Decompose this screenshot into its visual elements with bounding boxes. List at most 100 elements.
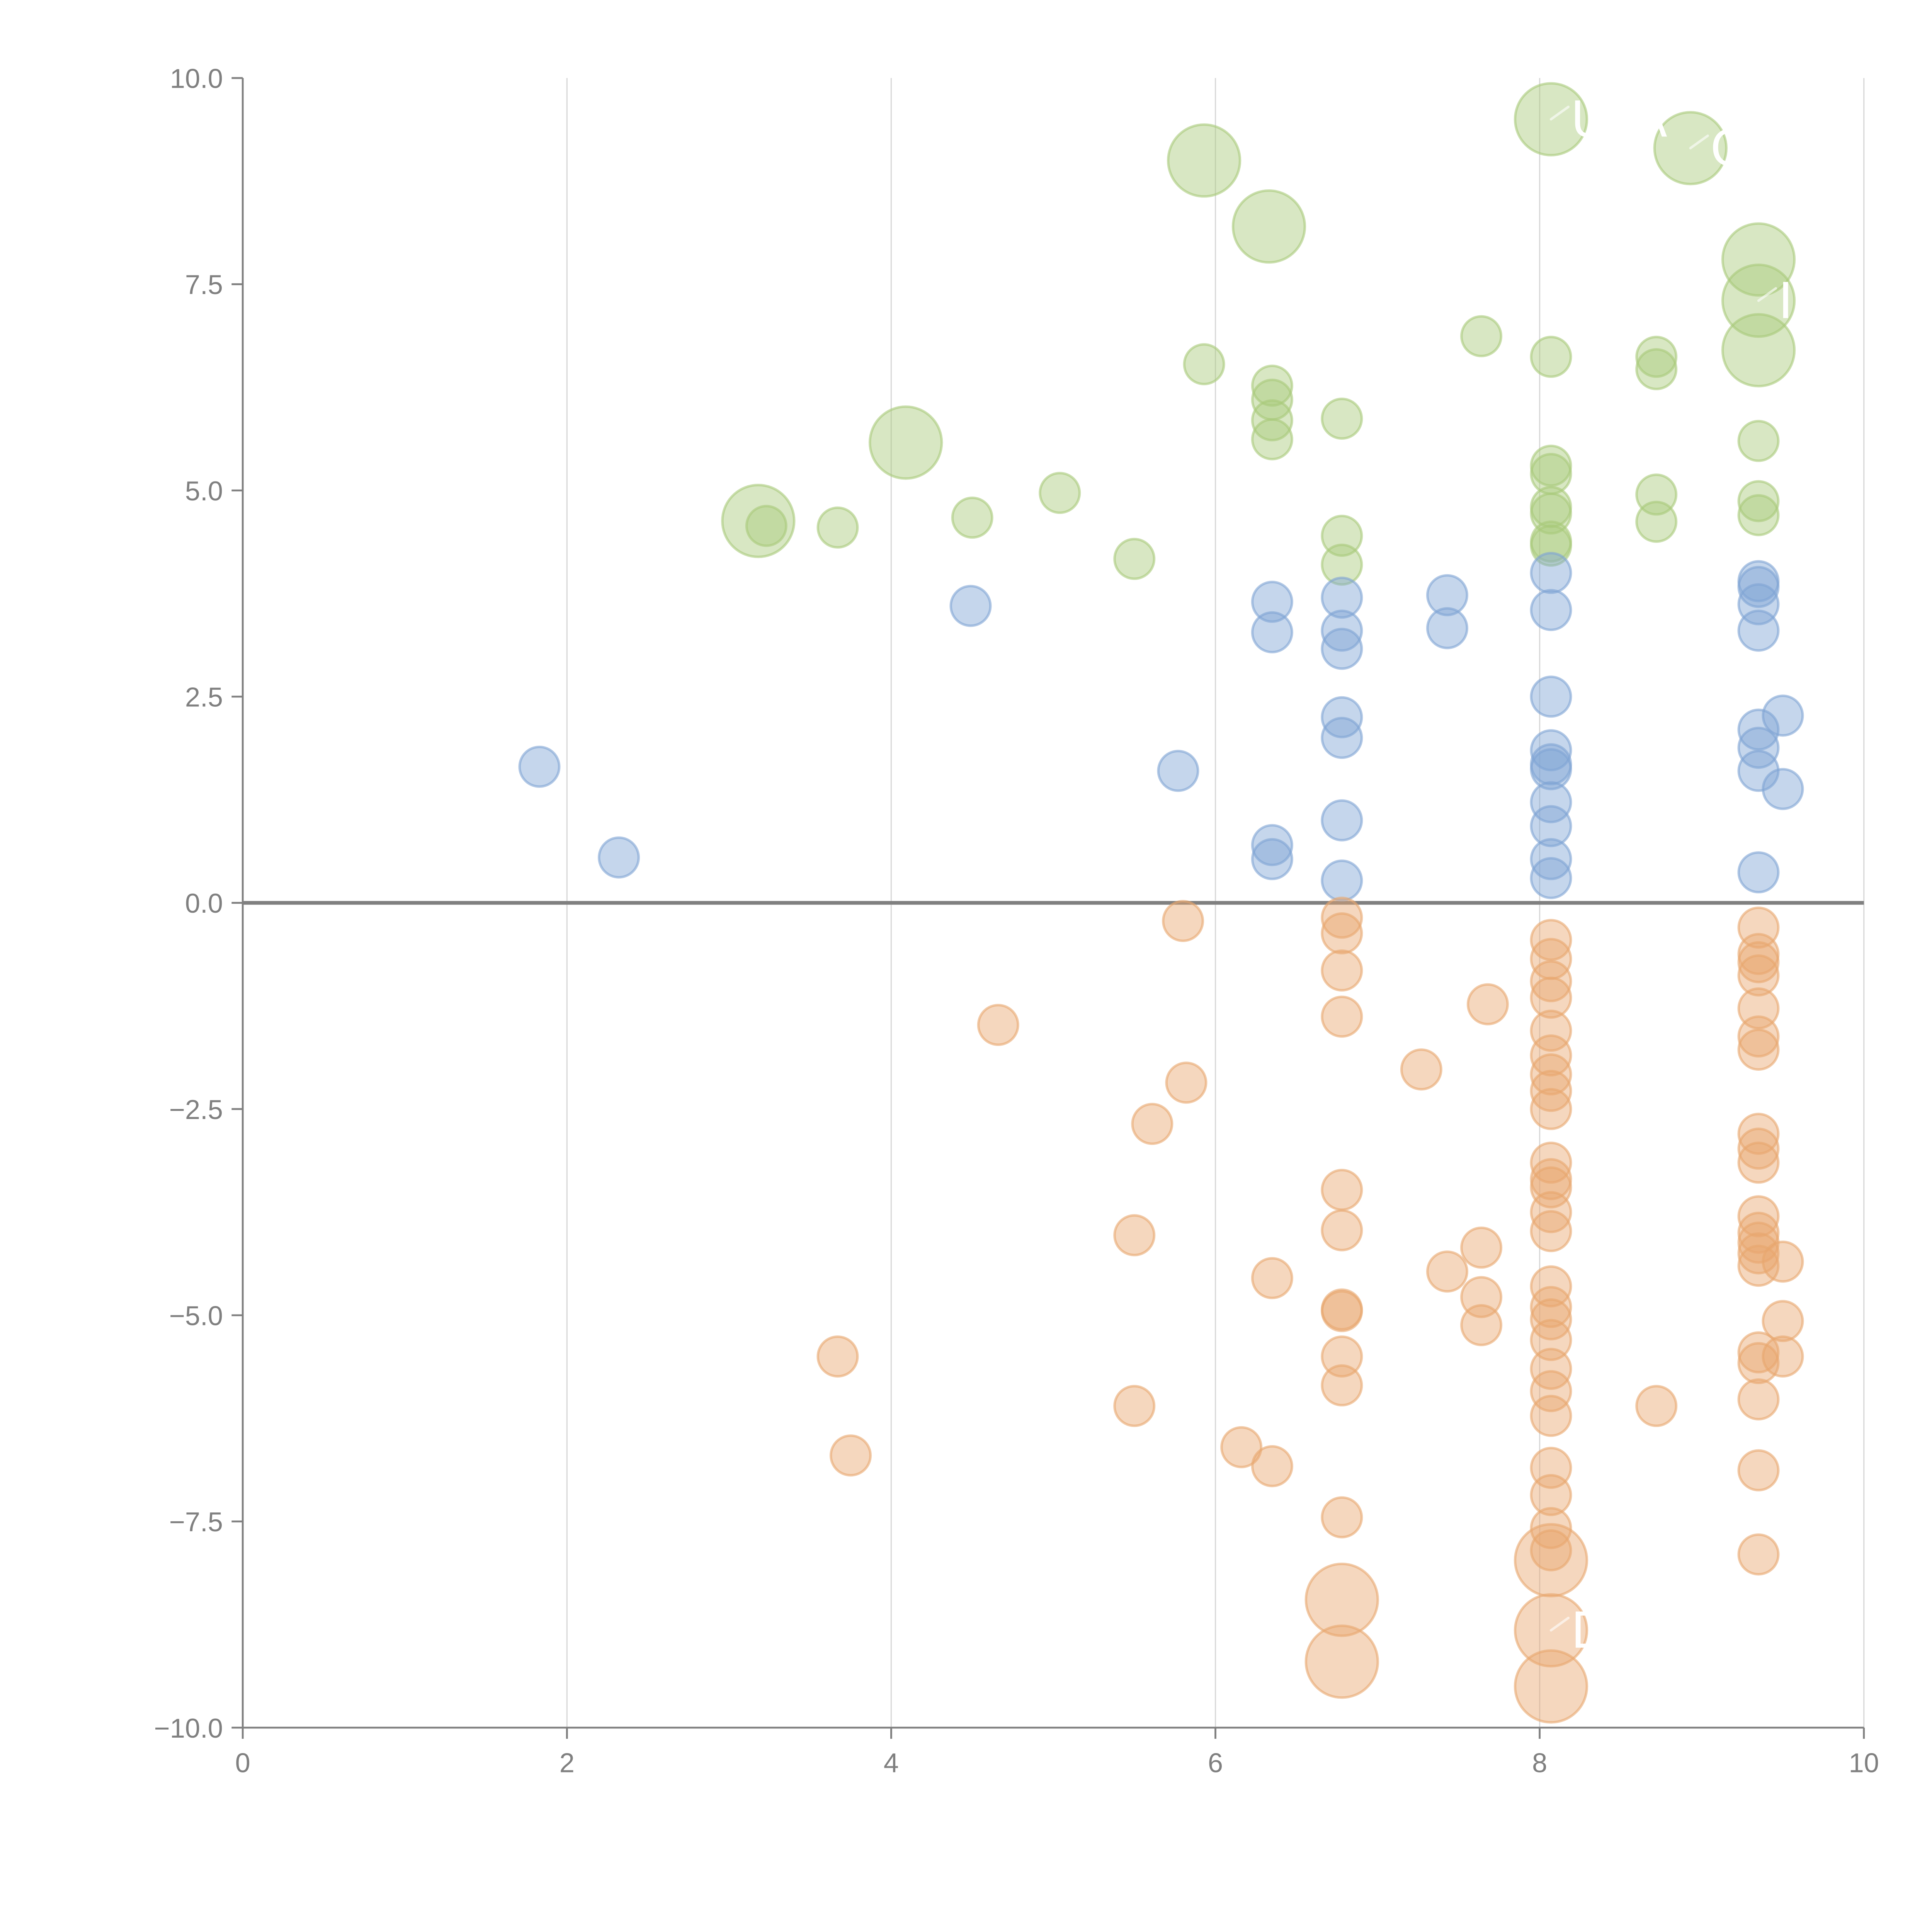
orange-bubble: [816, 1335, 859, 1378]
orange-bubble: [1635, 1385, 1678, 1427]
orange-bubble: [1400, 1048, 1442, 1091]
label-leader-line: [1549, 105, 1570, 121]
orange-bubble: [1530, 1166, 1572, 1209]
blue-bubble: [1530, 857, 1572, 899]
orange-bubble: [1737, 941, 1780, 983]
green-bubble: [1113, 537, 1156, 580]
green-bubble: [1530, 335, 1572, 378]
x-tick-label: 6: [1208, 1748, 1223, 1778]
label-leader-line: [1549, 1617, 1570, 1632]
blue-bubble: [1321, 609, 1363, 652]
orange-bubble: [1530, 960, 1572, 1002]
orange-bubble: [830, 1434, 872, 1477]
orange-bubble: [1321, 949, 1363, 992]
x-tick-label: 10: [1849, 1748, 1879, 1778]
orange-bubble: [1321, 912, 1363, 955]
orange-bubble: [1530, 1348, 1572, 1390]
orange-bubble: [1304, 1624, 1379, 1699]
green-bubble: [1251, 364, 1293, 407]
green-bubble: [1321, 543, 1363, 586]
blue-bubble: [1737, 726, 1780, 769]
green-bubble: [1039, 472, 1081, 514]
orange-bubble: [1251, 1257, 1293, 1299]
blue-bubble: [1530, 589, 1572, 631]
orange-bubble: [1737, 1141, 1780, 1184]
orange-bubble: [1514, 1649, 1588, 1724]
orange-bubble: [1530, 1141, 1572, 1184]
green-bubble: [721, 484, 796, 558]
green-bubble: [1737, 420, 1780, 462]
orange-bubble: [1530, 1053, 1572, 1096]
green-bubble: [1721, 222, 1796, 297]
green-bubble: [1251, 418, 1293, 461]
orange-bubble: [1321, 1364, 1363, 1406]
orange-bubble: [1530, 1370, 1572, 1412]
orange-bubble: [1321, 1496, 1363, 1539]
orange-bubble: [1737, 1112, 1780, 1155]
x-tick-label: 8: [1532, 1748, 1547, 1778]
orange-bubble: [1737, 1449, 1780, 1492]
orange-bubble: [1762, 1335, 1804, 1378]
blue-bubble: [949, 585, 992, 627]
blue-bubble: [1251, 824, 1293, 866]
orange-bubble: [1165, 1061, 1208, 1104]
y-tick-label: 10.0: [170, 63, 223, 94]
orange-bubble: [1530, 1070, 1572, 1112]
y-tick-label: −2.5: [169, 1094, 223, 1125]
blue-bubble: [1737, 708, 1780, 751]
blue-bubble: [1737, 851, 1780, 894]
green-bubble: [951, 497, 993, 539]
orange-bubble: [1321, 1168, 1363, 1211]
orange-bubble: [1321, 896, 1363, 939]
green-bubble: [1321, 398, 1363, 440]
orange-bubble: [1466, 983, 1509, 1026]
orange-bubble: [1321, 1290, 1363, 1332]
y-tick-label: −7.5: [169, 1507, 223, 1537]
orange-bubble: [1113, 1214, 1156, 1257]
orange-bubble: [1737, 1342, 1780, 1384]
bubble-label: IA: [1778, 272, 1827, 330]
y-tick-label: −10.0: [154, 1713, 223, 1743]
label-leader-line: [1689, 134, 1709, 150]
bubble-labels: UTA C IA D: [1549, 91, 1827, 1660]
x-tick-label: 2: [560, 1748, 575, 1778]
label-leader-line: [1757, 287, 1777, 302]
blue-bubble: [1321, 859, 1363, 902]
orange-bubble: [1762, 1300, 1804, 1342]
blue-bubble: [1530, 748, 1572, 791]
green-bubble: [1635, 500, 1678, 543]
green-bubble: [869, 405, 943, 480]
x-tick-label: 4: [884, 1748, 899, 1778]
blue-bubble: [1530, 552, 1572, 594]
green-bubble: [1460, 315, 1503, 357]
green-bubble: [1635, 335, 1678, 378]
orange-bubble: [1530, 1009, 1572, 1052]
orange-bubble: [977, 1003, 1019, 1046]
green-bubble: [1635, 348, 1678, 390]
green-bubble: [1183, 343, 1225, 386]
blue-bubble: [1426, 574, 1468, 616]
green-bubble: [1737, 494, 1780, 536]
orange-bubble: [1426, 1250, 1468, 1293]
y-tick-label: 2.5: [185, 682, 223, 713]
orange-bubble: [1460, 1304, 1503, 1346]
blue-bubble: [1321, 628, 1363, 670]
bubble-label: D: [1571, 1602, 1609, 1660]
orange-bubble: [1530, 1088, 1572, 1130]
blue-bubble: [1321, 717, 1363, 759]
orange-bubble: [1162, 900, 1204, 942]
orange-bubble: [1737, 1015, 1780, 1058]
green-bubble: [816, 506, 859, 549]
green-bubble: [1721, 313, 1796, 388]
blue-bubble: [1762, 694, 1804, 737]
orange-bubble: [1737, 1533, 1780, 1576]
orange-bubble: [1530, 1395, 1572, 1437]
blue-bubble: [1426, 607, 1468, 650]
y-tick-label: 5.0: [185, 476, 223, 506]
axes: 0 2 4 6 8 10 10.0 7.5 5.0 2.5 0.0 −2.5 −5.0 −7.5 −10.0: [154, 63, 1879, 1778]
green-bubble: [1321, 515, 1363, 557]
orange-bubble: [1762, 1240, 1804, 1283]
blue-bubble: [1321, 799, 1363, 842]
bubble-label: C: [1710, 120, 1745, 177]
